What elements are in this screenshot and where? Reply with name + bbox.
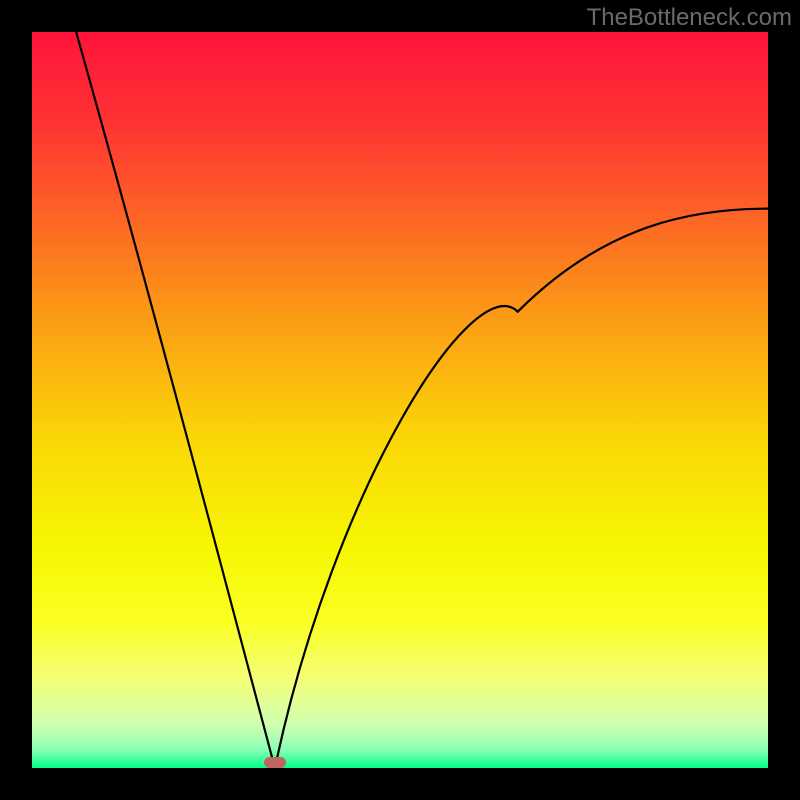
curve-path xyxy=(76,32,768,768)
bottleneck-curve xyxy=(32,32,768,768)
chart-frame: TheBottleneck.com xyxy=(0,0,800,800)
optimal-point-marker xyxy=(264,757,286,768)
watermark-text: TheBottleneck.com xyxy=(587,4,792,32)
